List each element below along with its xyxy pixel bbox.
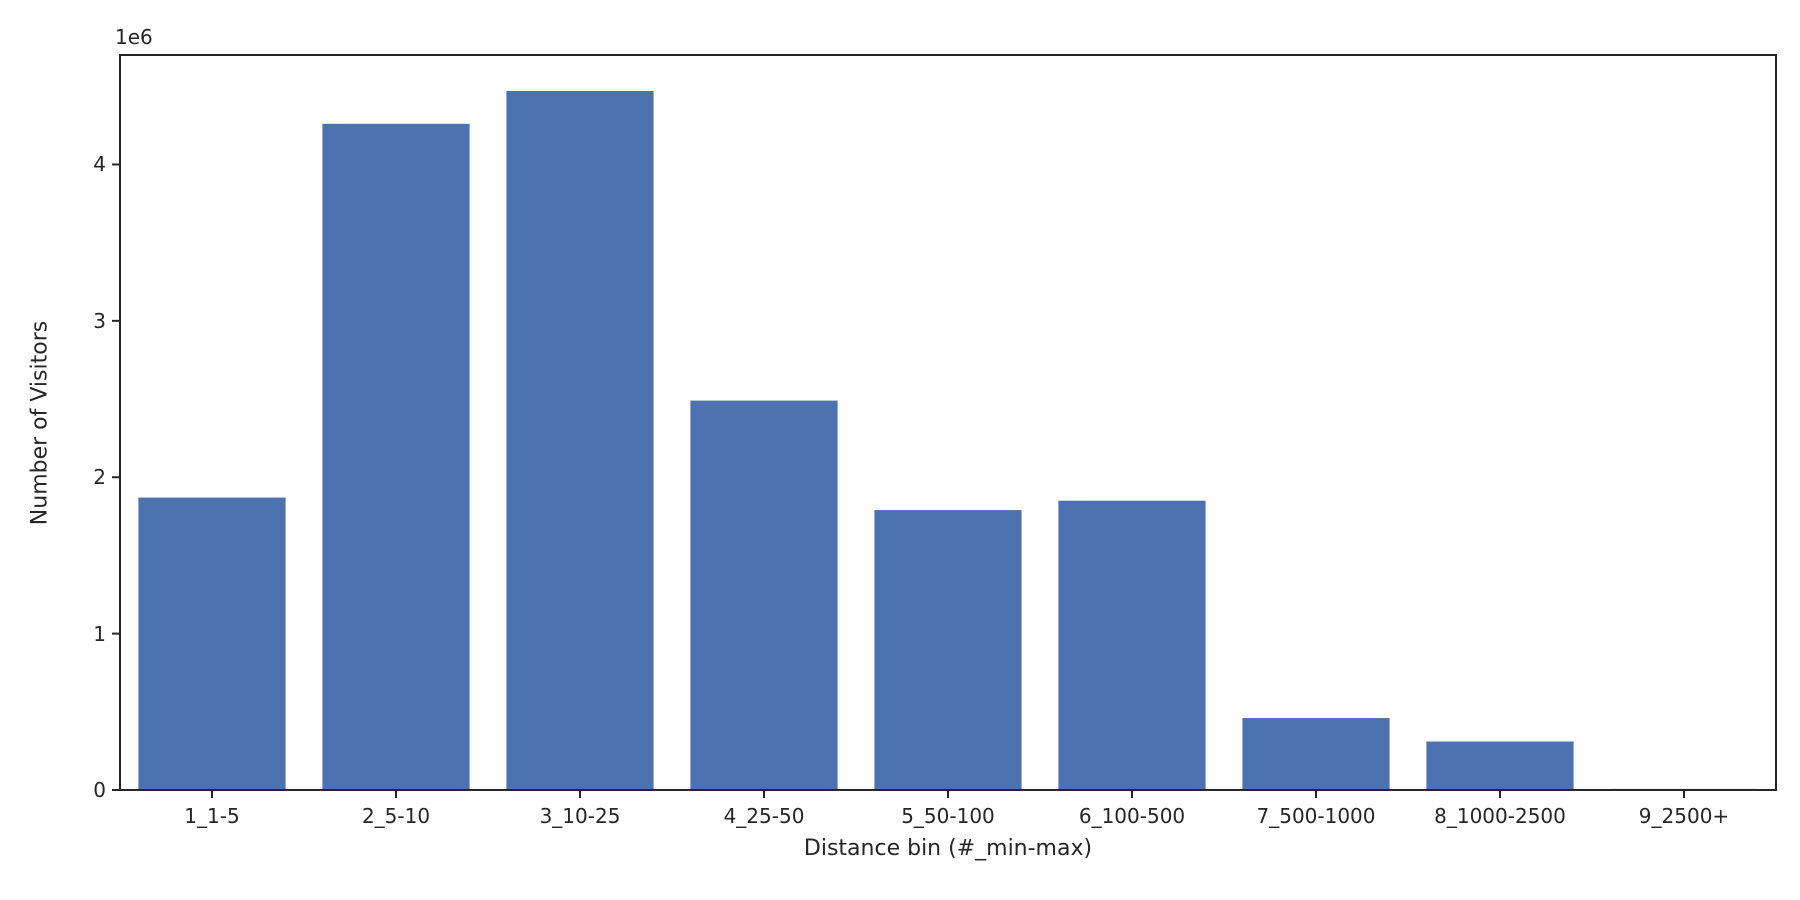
x-tick-label: 6_100-500 (1079, 804, 1185, 828)
bar (138, 498, 285, 790)
x-tick-label: 4_25-50 (724, 804, 805, 828)
y-tick-label: 2 (93, 465, 106, 489)
y-tick-label: 3 (93, 309, 106, 333)
y-axis-label: Number of Visitors (28, 320, 53, 524)
bar (690, 401, 837, 790)
x-tick-label: 1_1-5 (184, 804, 239, 828)
y-tick-label: 1 (93, 622, 106, 646)
x-tick-label: 2_5-10 (362, 804, 430, 828)
bar (874, 510, 1021, 790)
y-tick-label: 0 (93, 778, 106, 802)
x-tick-label: 7_500-1000 (1256, 804, 1375, 828)
x-axis-label: Distance bin (#_min-max) (804, 836, 1092, 861)
bar (1242, 718, 1389, 790)
y-exponent: 1e6 (115, 25, 153, 49)
bar-chart: 1e6 Number of Visitors Distance bin (#_m… (0, 0, 1800, 900)
bar (1058, 501, 1205, 790)
y-tick-label: 4 (93, 152, 106, 176)
chart-svg (0, 0, 1800, 900)
x-tick-label: 3_10-25 (540, 804, 621, 828)
x-tick-label: 8_1000-2500 (1434, 804, 1566, 828)
bar (322, 124, 469, 790)
x-tick-label: 5_50-100 (901, 804, 995, 828)
bar (1426, 742, 1573, 790)
bar (506, 91, 653, 790)
x-tick-label: 9_2500+ (1639, 804, 1729, 828)
